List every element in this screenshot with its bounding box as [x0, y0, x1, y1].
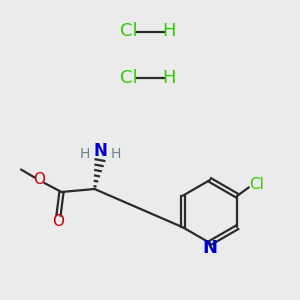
Text: Cl: Cl — [120, 69, 138, 87]
Text: H: H — [111, 148, 121, 161]
Text: O: O — [33, 172, 45, 188]
Text: O: O — [52, 214, 64, 230]
Text: H: H — [163, 22, 176, 40]
Text: N: N — [94, 142, 107, 160]
Text: Cl: Cl — [120, 22, 138, 40]
Text: N: N — [202, 239, 217, 257]
Text: H: H — [163, 69, 176, 87]
Text: H: H — [80, 148, 90, 161]
Text: Cl: Cl — [250, 178, 264, 193]
